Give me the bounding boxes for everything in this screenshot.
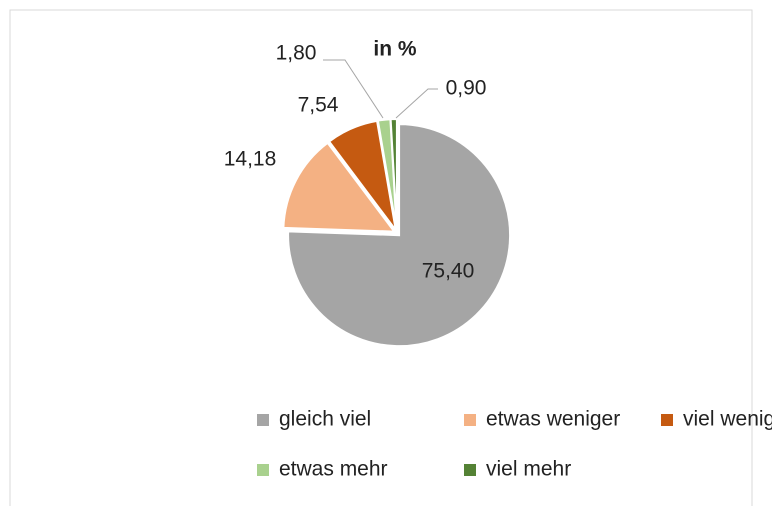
- pie-slice: [287, 123, 512, 348]
- data-label: 75,40: [422, 260, 475, 283]
- data-label: 0,90: [446, 77, 487, 100]
- legend-label: gleich viel: [279, 408, 371, 431]
- legend-label: etwas weniger: [486, 408, 620, 431]
- legend-label: viel mehr: [486, 458, 571, 481]
- legend-label: viel weniger: [683, 408, 772, 431]
- leader-line: [395, 88, 438, 119]
- legend-swatch: [464, 414, 476, 426]
- pie-slice: [389, 118, 398, 231]
- legend-swatch: [661, 414, 673, 426]
- legend-label: etwas mehr: [279, 458, 388, 481]
- data-label: 14,18: [224, 148, 277, 171]
- pie-slice: [282, 141, 397, 233]
- legend-swatch: [257, 414, 269, 426]
- legend-swatch: [257, 464, 269, 476]
- leader-line: [323, 59, 384, 119]
- data-label: 1,80: [276, 42, 317, 65]
- chart-title: in %: [373, 38, 416, 61]
- legend-swatch: [464, 464, 476, 476]
- data-label: 7,54: [298, 94, 339, 117]
